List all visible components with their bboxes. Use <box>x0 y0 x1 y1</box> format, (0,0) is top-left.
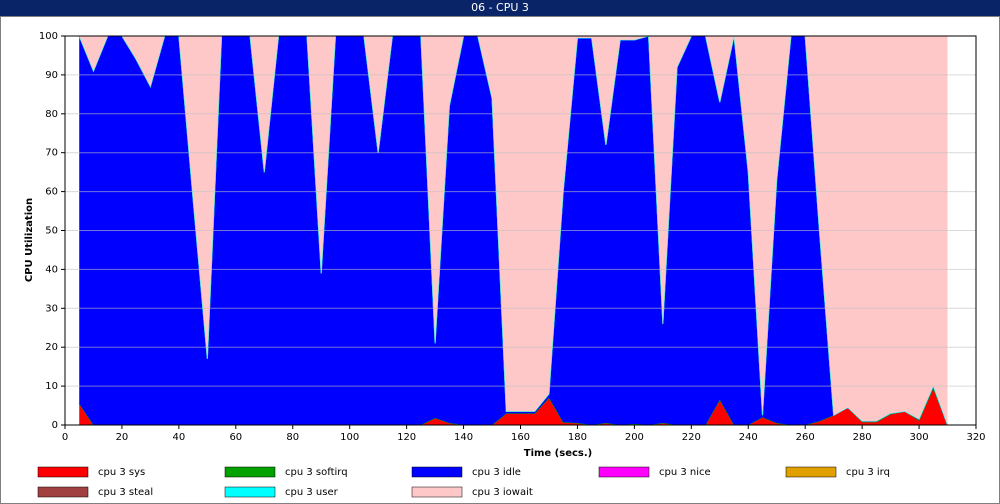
x-tick-label: 140 <box>454 432 473 443</box>
y-tick-label: 90 <box>45 70 58 81</box>
legend-swatch <box>224 466 276 478</box>
x-tick-label: 320 <box>966 432 985 443</box>
area <box>79 36 948 425</box>
x-tick-label: 180 <box>568 432 587 443</box>
x-tick-label: 240 <box>739 432 758 443</box>
y-tick-label: 50 <box>45 226 58 237</box>
x-axis-label: Time (secs.) <box>524 448 593 459</box>
legend-label: cpu 3 iowait <box>472 487 533 498</box>
area <box>79 388 948 425</box>
y-tick-label: 40 <box>45 264 58 275</box>
legend-swatch <box>785 466 837 478</box>
legend-label: cpu 3 steal <box>98 487 153 498</box>
x-tick-label: 20 <box>116 432 129 443</box>
x-tick-label: 200 <box>625 432 644 443</box>
x-tick-label: 260 <box>796 432 815 443</box>
x-tick-label: 100 <box>340 432 359 443</box>
legend-label: cpu 3 irq <box>846 467 890 478</box>
legend-label: cpu 3 user <box>285 487 339 498</box>
x-tick-label: 160 <box>511 432 530 443</box>
legend-swatch <box>37 466 89 478</box>
y-tick-label: 10 <box>45 381 58 392</box>
legend-swatch <box>224 486 276 498</box>
legend-swatch <box>598 466 650 478</box>
y-tick-label: 70 <box>45 148 58 159</box>
y-tick-label: 100 <box>39 31 58 42</box>
y-tick-label: 30 <box>45 303 58 314</box>
legend-swatch <box>411 486 463 498</box>
plot-border <box>64 35 977 426</box>
x-tick-label: 40 <box>173 432 186 443</box>
y-tick-label: 80 <box>45 109 58 120</box>
y-tick-label: 20 <box>45 342 58 353</box>
x-tick-label: 300 <box>910 432 929 443</box>
y-tick-label: 0 <box>52 420 58 431</box>
x-tick-label: 280 <box>853 432 872 443</box>
x-tick-label: 80 <box>286 432 299 443</box>
legend-swatch <box>37 486 89 498</box>
x-tick-label: 120 <box>397 432 416 443</box>
x-tick-label: 60 <box>229 432 242 443</box>
chart: Time (secs.) CPU Utilization 0 10 20 30 40 50… <box>0 16 1000 504</box>
legend-label: cpu 3 softirq <box>285 467 348 478</box>
legend-label: cpu 3 nice <box>659 467 711 478</box>
legend-label: cpu 3 idle <box>472 467 521 478</box>
y-axis-label: CPU Utilization <box>24 198 35 282</box>
title-bar: 06 - CPU 3 <box>0 0 1000 16</box>
legend-label: cpu 3 sys <box>98 467 145 478</box>
x-tick-label: 220 <box>682 432 701 443</box>
window-title: 06 - CPU 3 <box>471 1 529 14</box>
y-tick-label: 60 <box>45 187 58 198</box>
legend-swatch <box>411 466 463 478</box>
x-tick-label: 0 <box>62 432 68 443</box>
